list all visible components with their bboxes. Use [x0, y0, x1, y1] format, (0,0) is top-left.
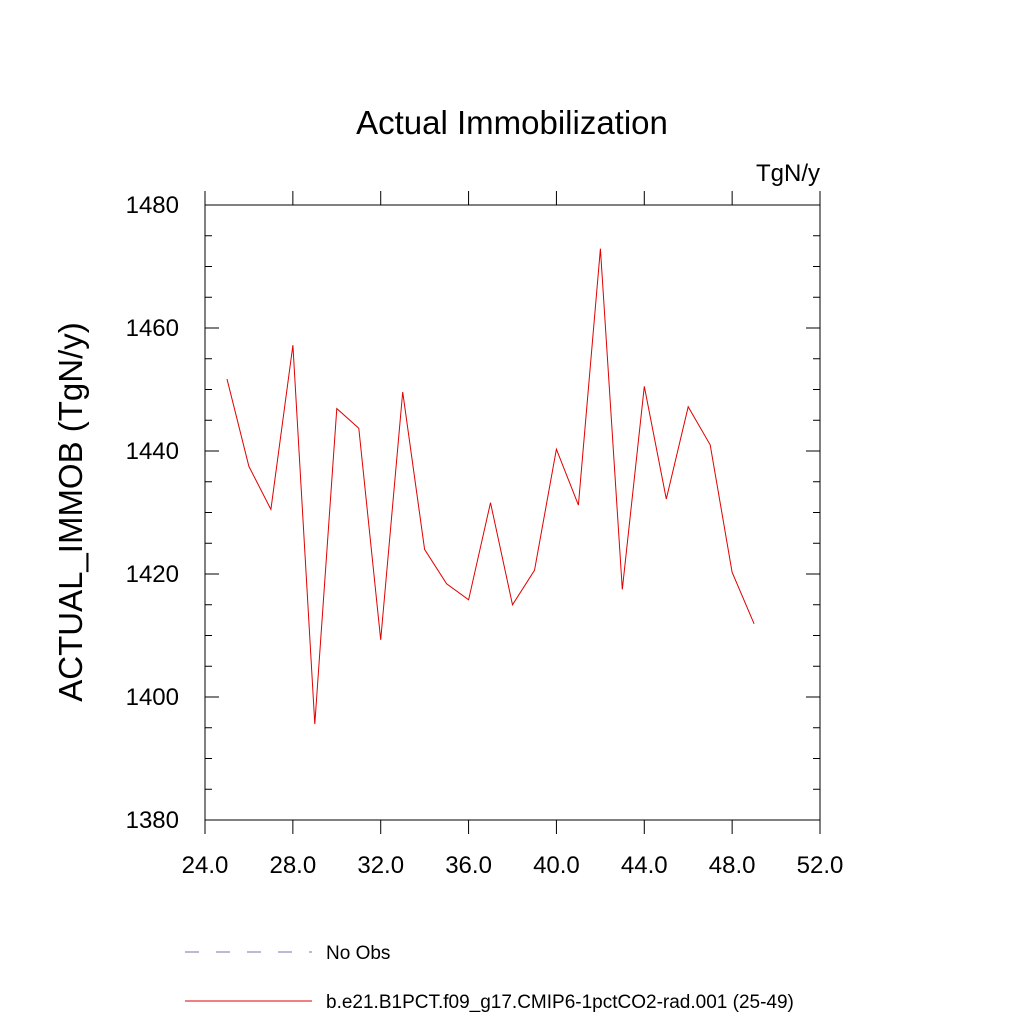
chart-title: Actual Immobilization	[356, 104, 668, 141]
axis-ticks	[204, 191, 821, 834]
x-tick-label-4: 40.0	[533, 852, 580, 879]
axis-tick-labels: 24.0 28.0 32.0 36.0 40.0 44.0 48.0 52.0 1380 1400…	[126, 192, 844, 879]
x-tick-label-7: 52.0	[797, 852, 844, 879]
x-tick-label-6: 48.0	[709, 852, 756, 879]
y-tick-label-0: 1380	[126, 807, 179, 834]
x-tick-label-0: 24.0	[182, 852, 229, 879]
units-label: TgN/y	[756, 160, 820, 187]
x-tick-label-1: 28.0	[269, 852, 316, 879]
legend-label-model: b.e21.B1PCT.f09_g17.CMIP6-1pctCO2-rad.00…	[326, 992, 794, 1013]
y-tick-label-2: 1420	[126, 561, 179, 588]
y-axis-label: ACTUAL_IMMOB (TgN/y)	[52, 322, 89, 702]
series-group	[226, 248, 755, 725]
y-tick-label-3: 1440	[126, 438, 179, 465]
legend: No Obs b.e21.B1PCT.f09_g17.CMIP6-1pctCO2…	[185, 943, 794, 1013]
x-tick-label-3: 36.0	[445, 852, 492, 879]
y-tick-label-4: 1460	[126, 315, 179, 342]
plot-frame	[204, 204, 821, 821]
x-tick-label-5: 44.0	[621, 852, 668, 879]
x-tick-label-2: 32.0	[357, 852, 404, 879]
series-line-0	[226, 248, 755, 725]
legend-label-no-obs: No Obs	[326, 943, 390, 964]
y-tick-label-1: 1400	[126, 684, 179, 711]
y-tick-label-5: 1480	[126, 192, 179, 219]
